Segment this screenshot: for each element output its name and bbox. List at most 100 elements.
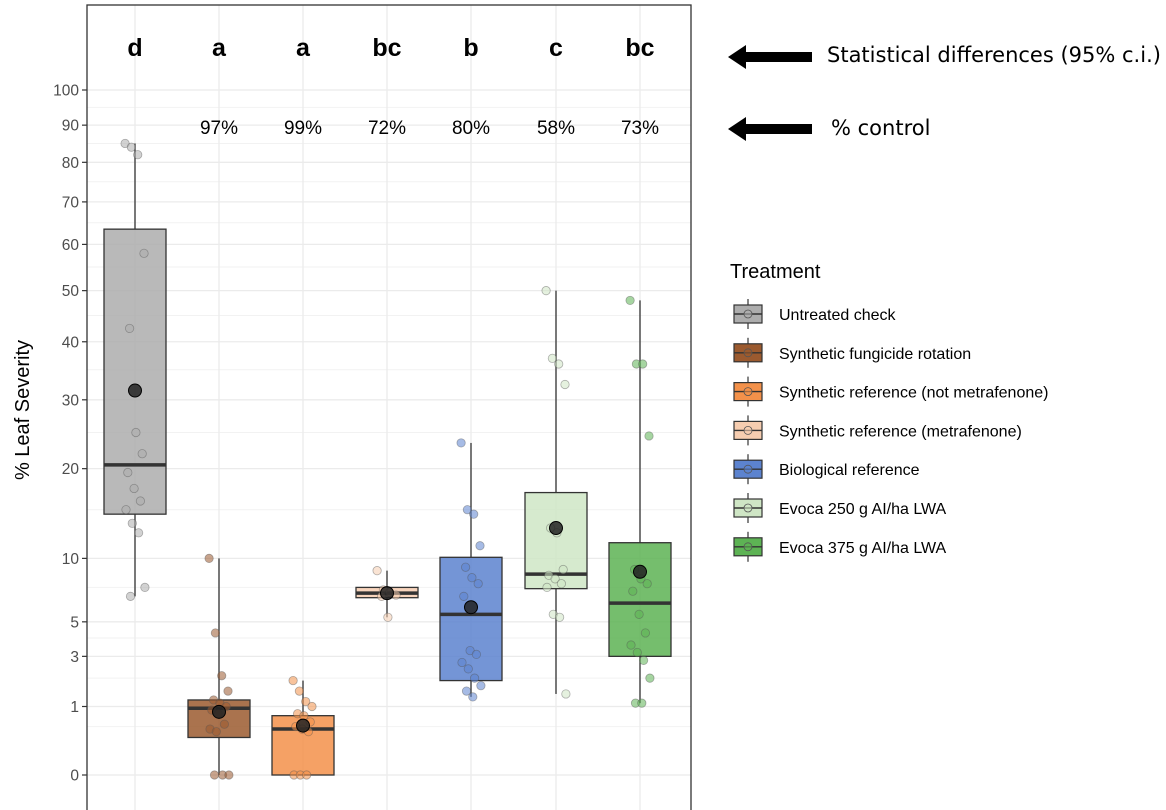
legend-label: Synthetic fungicide rotation: [779, 346, 971, 363]
legend-item: Synthetic reference (metrafenone): [733, 415, 1022, 446]
data-point: [626, 640, 636, 650]
significance-letter: d: [127, 34, 142, 62]
y-axis: 0 1 3 5 10 20 30 40 50 60 70 80 90 100 % Leaf Severity: [12, 83, 87, 785]
legend-label: Untreated check: [779, 307, 897, 324]
mean-point: [296, 718, 310, 733]
data-point: [140, 582, 150, 593]
data-point: [223, 686, 233, 696]
legend-label: Synthetic reference (not metrafenone): [779, 385, 1048, 402]
control-arrow-icon: [728, 117, 812, 141]
percent-control-label: 72%: [368, 118, 406, 139]
legend-item: Biological reference: [733, 454, 920, 485]
y-tick-label: 70: [62, 194, 80, 211]
boxplots: [86, 4, 692, 810]
y-tick-label: 40: [62, 334, 80, 351]
legend: Treatment Untreated check Synthetic fungic…: [730, 261, 1048, 562]
data-point: [134, 528, 144, 538]
legend-item: Synthetic reference (not metrafenone): [733, 376, 1048, 407]
significance-letter: b: [463, 34, 478, 62]
boxplot-7: [608, 295, 672, 708]
data-point: [459, 591, 469, 601]
y-tick-label: 100: [53, 83, 79, 100]
data-point: [121, 505, 131, 515]
letters-annotation: Statistical differences (95% c.i.): [827, 43, 1161, 67]
data-point: [640, 628, 651, 638]
data-point: [561, 689, 571, 699]
data-point: [299, 711, 309, 721]
data-point: [475, 541, 485, 551]
legend-label: Evoca 375 g AI/ha LWA: [779, 540, 947, 557]
data-point: [129, 483, 139, 494]
legend-key-point: [743, 425, 753, 435]
data-point: [125, 323, 135, 334]
data-point: [645, 673, 655, 683]
data-point: [460, 562, 471, 572]
data-point: [209, 770, 220, 780]
data-point: [301, 770, 312, 780]
data-point: [211, 727, 221, 737]
data-point: [133, 150, 143, 160]
control-annotation: % control: [831, 116, 931, 140]
data-point: [634, 609, 644, 619]
y-tick-label: 0: [70, 768, 79, 785]
data-point: [456, 438, 466, 448]
percent-control-label: 58%: [537, 118, 575, 139]
legend-key-point: [743, 309, 753, 319]
box: [608, 542, 672, 658]
data-point: [383, 612, 393, 622]
y-axis-title: % Leaf Severity: [12, 340, 34, 480]
significance-letter: a: [296, 34, 311, 62]
legend-item: Evoca 375 g AI/ha LWA: [733, 531, 947, 562]
data-point: [637, 698, 647, 708]
mean-point: [212, 704, 226, 719]
y-tick-label: 60: [62, 237, 80, 254]
box: [103, 228, 167, 515]
data-point: [625, 295, 635, 306]
legend-key-point: [743, 387, 753, 397]
data-point: [628, 586, 638, 596]
y-tick-label: 10: [62, 551, 80, 568]
y-tick-label: 50: [62, 283, 80, 300]
legend-item: Untreated check: [733, 299, 897, 329]
data-point: [542, 582, 552, 593]
data-point: [541, 286, 551, 296]
data-point: [217, 671, 227, 681]
data-point: [457, 657, 467, 668]
mean-point: [380, 586, 394, 601]
legend-label: Evoca 250 g AI/ha LWA: [779, 501, 947, 518]
y-tick-label: 3: [70, 649, 79, 666]
significance-letter: bc: [625, 34, 654, 62]
data-point: [642, 579, 652, 589]
data-point: [554, 612, 565, 622]
data-point: [465, 645, 475, 656]
y-tick-label: 1: [70, 699, 79, 716]
data-point: [638, 655, 649, 665]
significance-letter: c: [549, 34, 563, 62]
data-point: [471, 649, 481, 659]
data-point: [126, 142, 136, 152]
y-tick-label: 90: [62, 118, 80, 135]
legend-key-point: [743, 503, 753, 513]
y-tick-label: 5: [70, 614, 79, 631]
data-point: [294, 686, 304, 696]
legend-item: Evoca 250 g AI/ha LWA: [733, 493, 947, 523]
legend-item: Synthetic fungicide rotation: [733, 337, 971, 368]
legend-title: Treatment: [730, 261, 821, 283]
legend-key-point: [743, 464, 753, 474]
mean-point: [549, 521, 563, 536]
data-point: [469, 509, 479, 519]
data-point: [204, 553, 214, 563]
data-point: [120, 138, 130, 149]
data-point: [219, 719, 229, 729]
significance-letters: d a a bc b c bc: [127, 34, 654, 62]
boxplot-3: [271, 675, 335, 780]
data-point: [469, 673, 480, 683]
legend-label: Biological reference: [779, 462, 920, 479]
percent-control-label: 99%: [284, 118, 322, 139]
mean-point: [128, 383, 142, 398]
data-point: [473, 579, 483, 589]
data-point: [127, 518, 137, 528]
significance-letter: a: [212, 34, 227, 62]
data-point: [556, 579, 567, 589]
